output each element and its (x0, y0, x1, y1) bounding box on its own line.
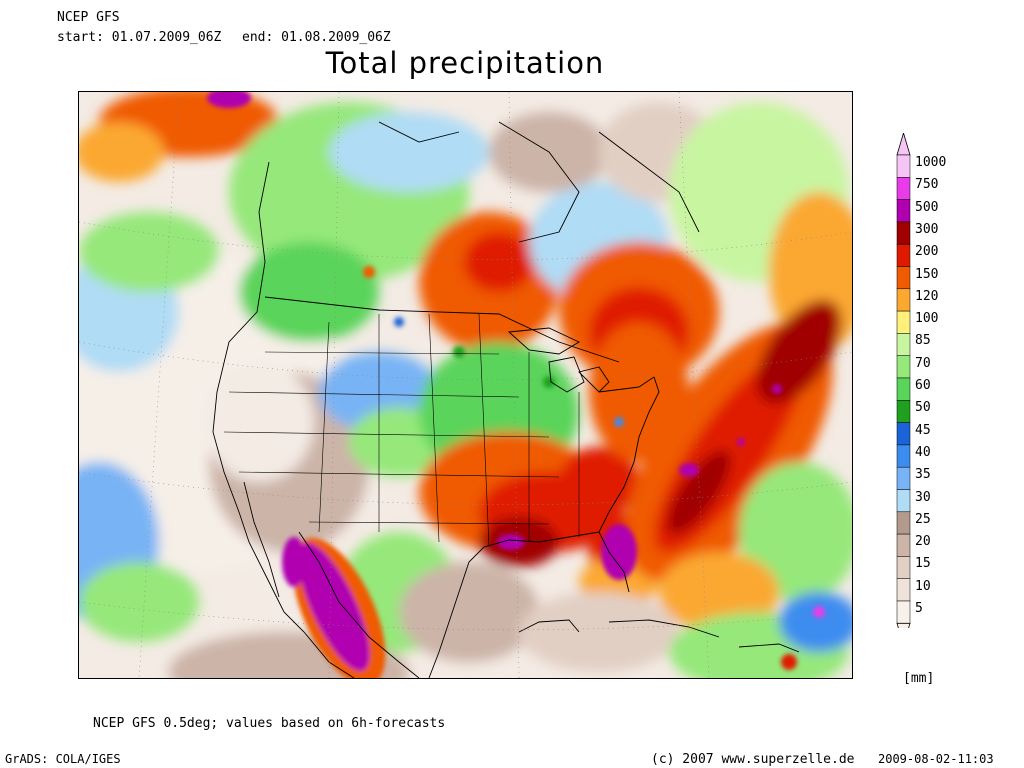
colorbar-bottom-arrow (896, 622, 911, 628)
colorbar-swatch (896, 600, 911, 624)
unit-label: [mm] (903, 671, 935, 686)
generated-timestamp: 2009-08-02-11:03 (878, 752, 994, 766)
model-footnote: NCEP GFS 0.5deg; values based on 6h-fore… (93, 716, 446, 731)
colorbar-swatch (896, 199, 911, 223)
colorbar-swatch (896, 288, 911, 312)
colorbar-label: 500 (915, 199, 939, 215)
colorbar-swatch (896, 511, 911, 535)
colorbar-swatch (896, 489, 911, 513)
colorbar-label: 35 (915, 467, 931, 483)
map-boundaries (212, 121, 800, 678)
precipitation-field (79, 92, 852, 678)
software-credit: GrADS: COLA/IGES (5, 752, 121, 766)
colorbar-swatch (896, 578, 911, 602)
colorbar-label: 85 (915, 333, 931, 349)
colorbar-swatch (896, 377, 911, 401)
colorbar-swatch (896, 556, 911, 579)
colorbar-label: 45 (915, 422, 931, 438)
colorbar-swatch (896, 243, 911, 267)
colorbar-label: 50 (915, 400, 931, 416)
graticule (79, 92, 852, 678)
colorbar-label: 150 (915, 266, 939, 282)
colorbar-swatch (896, 310, 911, 334)
colorbar-graphic (896, 133, 911, 628)
colorbar-swatch (896, 422, 911, 446)
period-start: start: 01.07.2009_06Z (57, 30, 222, 45)
colorbar-top-arrow (896, 133, 911, 156)
colorbar-swatch (896, 333, 911, 356)
colorbar-label: 20 (915, 534, 931, 550)
colorbar-label: 60 (915, 378, 931, 393)
colorbar-swatch (896, 355, 911, 379)
colorbar-swatch (896, 533, 911, 557)
colorbar-label: 100 (915, 311, 939, 327)
colorbar-label: 10 (915, 578, 931, 594)
colorbar-swatch (896, 177, 911, 200)
colorbar-label: 200 (915, 244, 939, 260)
colorbar-label: 5 (915, 601, 923, 616)
colorbar-swatch (896, 154, 911, 178)
colorbar-label: 25 (915, 511, 931, 527)
colorbar-label: 300 (915, 221, 939, 237)
colorbar-swatch (896, 221, 911, 245)
colorbar-label: 30 (915, 489, 931, 505)
map-title: Total precipitation (325, 46, 605, 80)
colorbar-label: 750 (915, 177, 939, 193)
colorbar-swatch (896, 266, 911, 290)
colorbar-label: 1000 (915, 155, 947, 170)
model-name: NCEP GFS (57, 10, 120, 25)
colorbar-swatch (896, 444, 911, 468)
copyright-notice: (c) 2007 www.superzelle.de (651, 752, 855, 767)
colorbar-label: 120 (915, 288, 939, 304)
colorbar-swatch (896, 400, 911, 423)
period-end: end: 01.08.2009_06Z (242, 30, 391, 45)
colorbar-label: 70 (915, 355, 931, 371)
colorbar-label: 40 (915, 444, 931, 460)
precipitation-map (78, 91, 853, 679)
colorbar-swatch (896, 466, 911, 490)
colorbar-label: 15 (915, 556, 931, 572)
